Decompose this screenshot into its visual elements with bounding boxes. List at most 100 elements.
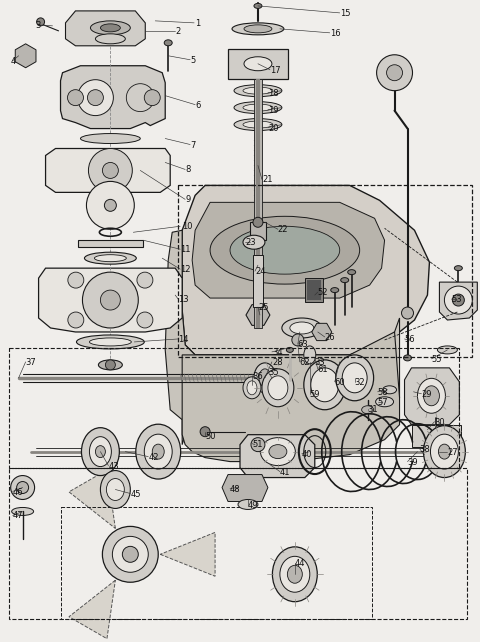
Ellipse shape (234, 101, 282, 114)
Text: 53: 53 (451, 295, 462, 304)
Text: 36: 36 (252, 372, 263, 381)
Ellipse shape (100, 24, 120, 32)
Ellipse shape (431, 434, 458, 469)
Ellipse shape (376, 397, 394, 407)
Polygon shape (65, 11, 145, 46)
Text: 33: 33 (315, 358, 325, 367)
Polygon shape (192, 202, 384, 298)
Text: 43: 43 (108, 462, 119, 471)
Text: 60: 60 (335, 378, 345, 387)
Ellipse shape (336, 355, 373, 401)
Text: 34: 34 (272, 348, 283, 357)
Ellipse shape (304, 346, 316, 364)
Ellipse shape (243, 104, 273, 111)
Circle shape (77, 80, 113, 116)
Polygon shape (165, 230, 195, 445)
Text: 50: 50 (205, 431, 216, 440)
Text: 52: 52 (318, 288, 328, 297)
Text: 20: 20 (268, 123, 278, 132)
Ellipse shape (81, 134, 140, 144)
Circle shape (126, 83, 154, 112)
Text: 25: 25 (258, 303, 268, 312)
Polygon shape (15, 44, 36, 68)
Ellipse shape (268, 376, 288, 400)
Ellipse shape (243, 235, 265, 249)
Ellipse shape (342, 363, 367, 393)
Text: 19: 19 (268, 106, 278, 115)
Text: 46: 46 (12, 487, 24, 496)
Text: 7: 7 (190, 141, 195, 150)
Ellipse shape (244, 56, 272, 71)
Circle shape (144, 90, 160, 106)
Ellipse shape (234, 85, 282, 97)
Text: 38: 38 (420, 445, 430, 454)
Ellipse shape (269, 445, 287, 458)
Circle shape (100, 290, 120, 310)
Text: 32: 32 (355, 378, 365, 387)
Text: 17: 17 (270, 65, 280, 74)
Circle shape (112, 536, 148, 572)
Text: 39: 39 (408, 458, 418, 467)
Ellipse shape (210, 216, 360, 284)
Ellipse shape (95, 255, 126, 262)
Text: 10: 10 (182, 222, 192, 231)
Ellipse shape (348, 270, 356, 275)
Ellipse shape (341, 277, 348, 282)
Ellipse shape (100, 471, 130, 508)
Text: 42: 42 (148, 453, 159, 462)
Text: 27: 27 (447, 447, 458, 456)
Ellipse shape (243, 87, 273, 94)
Circle shape (68, 90, 84, 106)
Text: 28: 28 (272, 358, 283, 367)
Text: 63: 63 (298, 340, 309, 349)
Text: 49: 49 (248, 501, 258, 510)
Bar (9, 467, 468, 619)
Text: 9: 9 (185, 195, 191, 204)
Text: 37: 37 (25, 358, 36, 367)
Ellipse shape (423, 426, 465, 478)
Text: 41: 41 (280, 467, 290, 476)
Ellipse shape (232, 23, 284, 35)
Text: 57: 57 (378, 398, 388, 407)
Polygon shape (246, 305, 270, 325)
Text: 23: 23 (245, 238, 256, 247)
Bar (411, 425, 461, 447)
Ellipse shape (288, 566, 302, 583)
Polygon shape (439, 282, 477, 320)
Text: 58: 58 (378, 388, 388, 397)
Ellipse shape (234, 119, 282, 130)
Text: 21: 21 (262, 175, 273, 184)
Ellipse shape (82, 428, 120, 476)
Text: 31: 31 (368, 404, 378, 413)
Circle shape (386, 65, 403, 81)
Text: 56: 56 (405, 335, 415, 344)
Ellipse shape (89, 437, 111, 467)
Text: 16: 16 (330, 29, 340, 38)
Bar (178, 186, 472, 357)
Ellipse shape (152, 444, 164, 459)
Text: 12: 12 (180, 265, 191, 274)
Ellipse shape (243, 377, 261, 399)
Ellipse shape (282, 318, 322, 338)
Circle shape (200, 427, 210, 437)
Text: 35: 35 (268, 368, 278, 377)
Ellipse shape (290, 322, 314, 334)
Bar (60, 507, 372, 619)
Ellipse shape (437, 346, 457, 354)
Ellipse shape (311, 368, 339, 402)
Ellipse shape (261, 438, 295, 465)
Ellipse shape (98, 360, 122, 370)
Circle shape (11, 476, 35, 499)
Text: 18: 18 (268, 89, 278, 98)
Ellipse shape (244, 25, 272, 33)
Ellipse shape (438, 444, 450, 459)
Text: 15: 15 (340, 9, 350, 18)
Text: 14: 14 (178, 335, 189, 344)
Polygon shape (69, 580, 115, 639)
Text: 26: 26 (325, 333, 336, 342)
Text: 45: 45 (130, 489, 141, 498)
Ellipse shape (89, 338, 132, 346)
Ellipse shape (287, 347, 293, 352)
Text: 11: 11 (180, 245, 191, 254)
Polygon shape (195, 318, 399, 431)
